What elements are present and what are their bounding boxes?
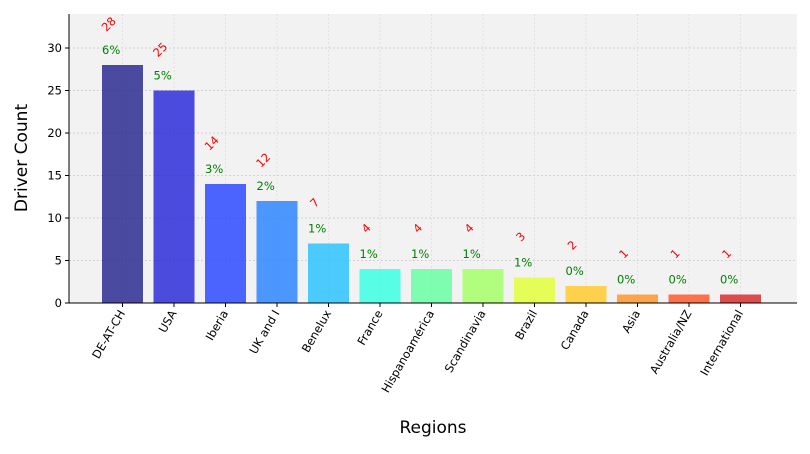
percent-label: 3%: [205, 162, 223, 176]
x-tick-label: USA: [156, 307, 180, 335]
x-tick-label: Scandinavia: [442, 308, 489, 375]
x-tick-label: Australia/NZ: [647, 307, 695, 376]
y-tick-label: 10: [47, 211, 62, 225]
percent-label: 1%: [360, 247, 378, 261]
bar: [308, 243, 349, 303]
x-tick-label: International: [697, 308, 746, 379]
y-tick-label: 0: [55, 296, 62, 310]
percent-label: 0%: [720, 273, 738, 287]
bar: [514, 277, 555, 303]
bar: [102, 65, 143, 303]
percent-label: 1%: [514, 256, 532, 270]
percent-label: 0%: [566, 264, 584, 278]
y-tick-label: 15: [47, 169, 62, 183]
bars: [102, 65, 761, 303]
percent-label: 1%: [411, 247, 429, 261]
percent-label: 1%: [463, 247, 481, 261]
bar: [720, 294, 761, 303]
bar: [565, 286, 607, 303]
bar: [462, 269, 504, 303]
percent-label: 2%: [257, 179, 275, 193]
y-tick-label: 20: [47, 126, 62, 140]
percent-label: 0%: [617, 273, 635, 287]
y-tick-label: 25: [47, 84, 62, 98]
x-axis-ticks: DE-AT-CH USA Iberia UK and I Benelux FranceHi…: [89, 303, 746, 395]
percent-label: 6%: [102, 43, 120, 57]
bar: [411, 269, 452, 303]
x-tick-label: Asia: [619, 308, 643, 336]
x-tick-label: Iberia: [203, 308, 231, 343]
bar: [205, 184, 246, 303]
x-axis-label: Regions: [399, 418, 466, 438]
y-axis-ticks: 0 5 10 15 20 25 30: [47, 41, 69, 310]
x-tick-label: UK and I: [246, 308, 282, 357]
percent-label: 1%: [308, 222, 326, 236]
percent-label: 5%: [154, 69, 172, 83]
bar: [256, 201, 298, 303]
y-axis-label: Driver Count: [12, 104, 32, 213]
x-tick-label: Brazil: [512, 308, 540, 343]
x-tick-label: Benelux: [299, 307, 335, 355]
x-tick-label: Hispanoamérica: [378, 308, 437, 396]
bar: [617, 294, 658, 303]
bar: [153, 90, 195, 303]
percent-label: 0%: [669, 273, 687, 287]
y-tick-label: 30: [47, 41, 62, 55]
bar: [668, 294, 710, 303]
y-tick-label: 5: [55, 254, 62, 268]
x-tick-label: DE-AT-CH: [89, 308, 128, 362]
bar: [359, 269, 401, 303]
x-tick-label: France: [354, 308, 385, 348]
x-tick-label: Canada: [558, 308, 592, 353]
